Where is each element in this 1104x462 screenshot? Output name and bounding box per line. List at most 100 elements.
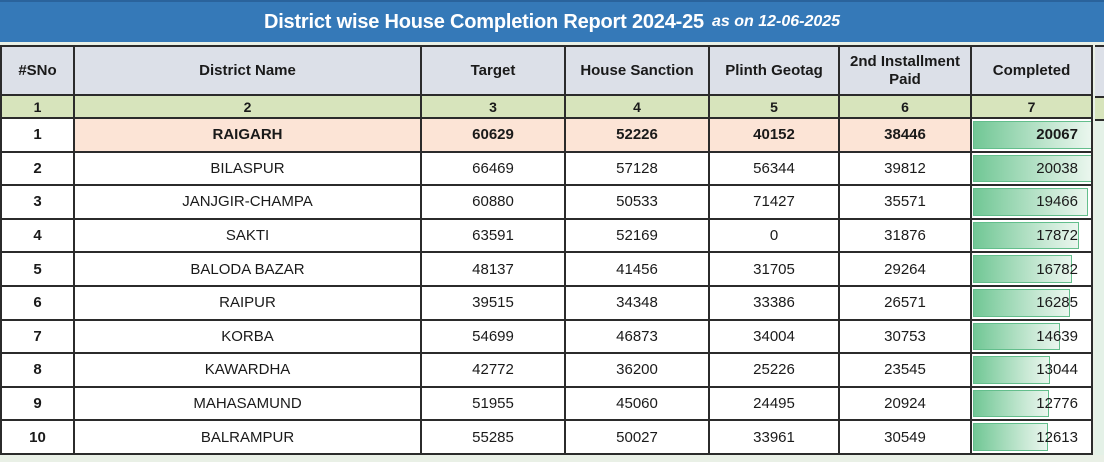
cell-district: KORBA bbox=[75, 320, 420, 353]
cell-district: RAIPUR bbox=[75, 286, 420, 319]
cell-target: 60880 bbox=[422, 186, 564, 218]
column-header-geotag: Plinth Geotag bbox=[710, 47, 838, 94]
cell-sno: 2 bbox=[2, 152, 73, 185]
column-index-7: 7 bbox=[972, 96, 1091, 117]
page-title-date: as on 12-06-2025 bbox=[711, 13, 841, 30]
report-title-bar: District wise House Completion Report 20… bbox=[0, 0, 1104, 42]
cell-geotag: 24495 bbox=[710, 387, 838, 420]
cutoff-header-fragment bbox=[1095, 45, 1104, 96]
cell-installment: 26571 bbox=[840, 286, 970, 319]
cell-sno: 9 bbox=[2, 387, 73, 420]
cell-district: BALRAMPUR bbox=[75, 421, 420, 453]
cell-district: BILASPUR bbox=[75, 152, 420, 185]
cell-geotag: 40152 bbox=[710, 119, 838, 151]
cell-sno: 3 bbox=[2, 186, 73, 218]
cell-geotag: 34004 bbox=[710, 320, 838, 353]
cell-target: 66469 bbox=[422, 152, 564, 185]
cell-sanction: 46873 bbox=[566, 320, 708, 353]
cell-sno: 1 bbox=[2, 119, 73, 151]
column-index-1: 1 bbox=[2, 96, 73, 117]
cell-sno: 5 bbox=[2, 253, 73, 285]
column-index-4: 4 bbox=[566, 96, 708, 117]
completion-data-bar bbox=[973, 221, 1080, 250]
cell-sanction: 50027 bbox=[566, 421, 708, 453]
cell-completed: 12776 bbox=[972, 387, 1091, 420]
cell-target: 54699 bbox=[422, 320, 564, 353]
cell-completed: 13044 bbox=[972, 354, 1091, 386]
cell-sanction: 41456 bbox=[566, 253, 708, 285]
cell-installment: 23545 bbox=[840, 354, 970, 386]
column-index-5: 5 bbox=[710, 96, 838, 117]
completion-data-bar bbox=[973, 188, 1089, 216]
cell-district: RAIGARH bbox=[75, 119, 420, 151]
cell-sno: 10 bbox=[2, 421, 73, 453]
cell-installment: 30753 bbox=[840, 320, 970, 353]
cell-geotag: 71427 bbox=[710, 186, 838, 218]
column-index-2: 2 bbox=[75, 96, 420, 117]
cutoff-index-fragment bbox=[1095, 96, 1104, 119]
cell-geotag: 33386 bbox=[710, 286, 838, 319]
cutoff-column-sliver bbox=[1095, 45, 1104, 455]
cell-geotag: 31705 bbox=[710, 253, 838, 285]
cell-sanction: 45060 bbox=[566, 387, 708, 420]
cell-target: 51955 bbox=[422, 387, 564, 420]
cell-installment: 30549 bbox=[840, 421, 970, 453]
cell-geotag: 56344 bbox=[710, 152, 838, 185]
cell-completed: 16285 bbox=[972, 286, 1091, 319]
column-index-6: 6 bbox=[840, 96, 970, 117]
cell-target: 39515 bbox=[422, 286, 564, 319]
cell-district: BALODA BAZAR bbox=[75, 253, 420, 285]
completion-data-bar bbox=[973, 356, 1051, 384]
cell-sanction: 34348 bbox=[566, 286, 708, 319]
column-header-completed: Completed bbox=[972, 47, 1091, 94]
cell-target: 42772 bbox=[422, 354, 564, 386]
cell-target: 48137 bbox=[422, 253, 564, 285]
cell-completed: 16782 bbox=[972, 253, 1091, 285]
column-header-target: Target bbox=[422, 47, 564, 94]
completion-data-bar bbox=[973, 322, 1060, 351]
cell-sno: 7 bbox=[2, 320, 73, 353]
cell-sanction: 52226 bbox=[566, 119, 708, 151]
column-index-3: 3 bbox=[422, 96, 564, 117]
cell-target: 60629 bbox=[422, 119, 564, 151]
cell-district: JANJGIR-CHAMPA bbox=[75, 186, 420, 218]
cell-completed: 14639 bbox=[972, 320, 1091, 353]
column-header-installment: 2nd Installment Paid bbox=[840, 47, 970, 94]
completion-data-bar bbox=[973, 423, 1048, 451]
completion-data-bar bbox=[973, 288, 1070, 317]
cell-installment: 20924 bbox=[840, 387, 970, 420]
cell-sno: 6 bbox=[2, 286, 73, 319]
cell-geotag: 25226 bbox=[710, 354, 838, 386]
cell-target: 63591 bbox=[422, 219, 564, 252]
cell-sno: 4 bbox=[2, 219, 73, 252]
cell-completed: 12613 bbox=[972, 421, 1091, 453]
cell-completed: 20067 bbox=[972, 119, 1091, 151]
column-header-district: District Name bbox=[75, 47, 420, 94]
cell-sanction: 52169 bbox=[566, 219, 708, 252]
cell-sanction: 50533 bbox=[566, 186, 708, 218]
column-header-sno: #SNo bbox=[2, 47, 73, 94]
completion-data-bar bbox=[973, 154, 1091, 183]
page-title: District wise House Completion Report 20… bbox=[263, 10, 704, 33]
cell-district: SAKTI bbox=[75, 219, 420, 252]
cell-completed: 17872 bbox=[972, 219, 1091, 252]
cell-installment: 31876 bbox=[840, 219, 970, 252]
cell-sanction: 57128 bbox=[566, 152, 708, 185]
completion-data-bar bbox=[973, 255, 1073, 283]
cell-sno: 8 bbox=[2, 354, 73, 386]
cell-installment: 29264 bbox=[840, 253, 970, 285]
district-report-table: #SNo District Name Target House Sanction… bbox=[0, 45, 1093, 455]
cell-installment: 38446 bbox=[840, 119, 970, 151]
completion-data-bar bbox=[973, 121, 1091, 149]
cell-installment: 39812 bbox=[840, 152, 970, 185]
cell-installment: 35571 bbox=[840, 186, 970, 218]
cell-district: MAHASAMUND bbox=[75, 387, 420, 420]
cell-district: KAWARDHA bbox=[75, 354, 420, 386]
cell-completed: 20038 bbox=[972, 152, 1091, 185]
cell-sanction: 36200 bbox=[566, 354, 708, 386]
cell-completed: 19466 bbox=[972, 186, 1091, 218]
cell-geotag: 33961 bbox=[710, 421, 838, 453]
cell-geotag: 0 bbox=[710, 219, 838, 252]
column-header-sanction: House Sanction bbox=[566, 47, 708, 94]
cutoff-body-fragment bbox=[1095, 119, 1104, 455]
